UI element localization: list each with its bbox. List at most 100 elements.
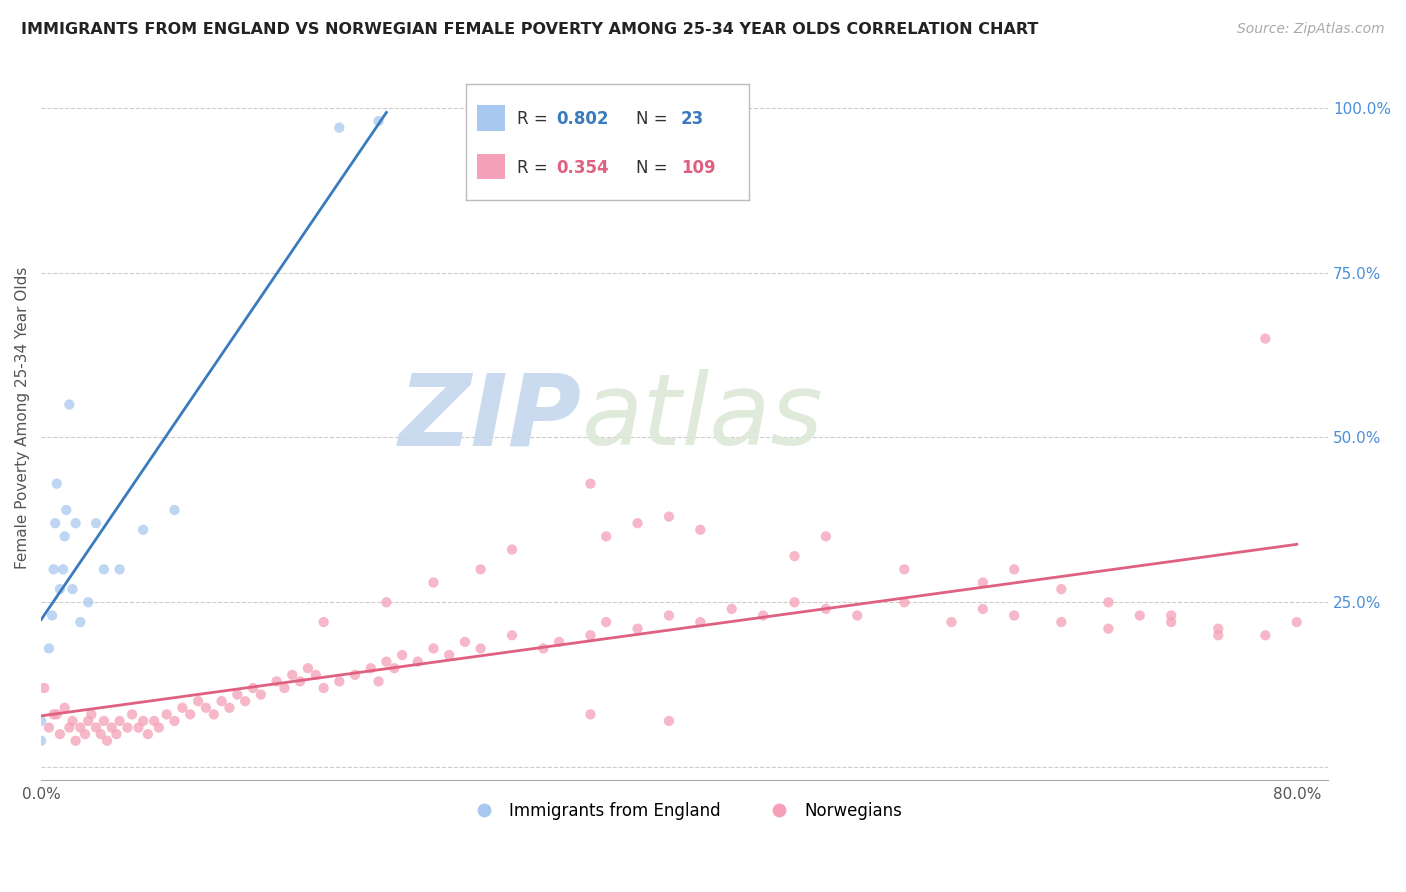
Point (344, 668, 367, 682)
Point (375, 595, 398, 609)
Point (367, 674, 389, 689)
Point (179, 707, 201, 722)
Point (44, 516, 66, 531)
Point (62, 714, 84, 728)
Point (752, 608, 775, 623)
Point (41, 608, 63, 623)
Point (93, 714, 115, 728)
Point (281, 668, 304, 682)
Point (470, 562, 492, 576)
Point (273, 681, 295, 695)
Point (105, 727, 128, 741)
Point (42, 562, 65, 576)
Point (972, 575, 994, 590)
Point (454, 635, 477, 649)
Point (328, 120, 350, 135)
Point (288, 674, 311, 689)
Point (58, 398, 80, 412)
Point (312, 681, 335, 695)
Point (305, 668, 328, 682)
Point (595, 615, 617, 629)
Point (148, 721, 170, 735)
Point (93, 562, 115, 576)
Point (117, 721, 139, 735)
Point (77, 595, 100, 609)
Point (846, 608, 869, 623)
Legend: Immigrants from England, Norwegians: Immigrants from England, Norwegians (461, 795, 908, 826)
Point (689, 523, 711, 537)
Point (626, 516, 648, 531)
Point (65, 516, 87, 531)
Point (893, 595, 915, 609)
Point (1254, 332, 1277, 346)
Point (80, 707, 103, 722)
Point (233, 694, 256, 708)
Text: atlas: atlas (582, 369, 824, 467)
Point (156, 707, 179, 722)
Point (84, 721, 107, 735)
Point (226, 688, 249, 702)
Point (437, 648, 460, 662)
Text: Source: ZipAtlas.com: Source: ZipAtlas.com (1237, 22, 1385, 37)
Point (108, 714, 131, 728)
Point (579, 628, 602, 642)
Point (77, 714, 100, 728)
Point (250, 688, 273, 702)
Point (172, 700, 194, 714)
Point (132, 714, 155, 728)
Point (84, 516, 107, 531)
Point (1002, 562, 1025, 576)
Point (814, 602, 837, 616)
Point (470, 641, 492, 656)
Point (53, 529, 76, 543)
Point (49, 582, 72, 596)
Point (422, 641, 444, 656)
Point (132, 523, 155, 537)
Point (375, 655, 398, 669)
Point (30, 733, 52, 747)
Point (42, 707, 65, 722)
Point (32, 681, 55, 695)
Point (1129, 608, 1152, 623)
Point (73, 727, 96, 741)
Point (1206, 628, 1229, 642)
Point (382, 661, 405, 675)
Text: ZIP: ZIP (399, 369, 582, 467)
Point (69, 721, 91, 735)
Point (202, 707, 225, 722)
Point (58, 721, 80, 735)
Point (55, 503, 77, 517)
Point (893, 562, 915, 576)
Point (1002, 608, 1025, 623)
Point (941, 615, 963, 629)
Point (1160, 608, 1182, 623)
Y-axis label: Female Poverty Among 25-34 Year Olds: Female Poverty Among 25-34 Year Olds (15, 267, 30, 569)
Point (163, 714, 186, 728)
Point (45, 707, 67, 722)
Point (45, 476, 67, 491)
Point (1097, 595, 1119, 609)
Point (52, 562, 75, 576)
Point (391, 648, 413, 662)
Point (100, 721, 122, 735)
Point (783, 549, 806, 563)
Point (1050, 615, 1073, 629)
Point (121, 707, 143, 722)
Point (218, 700, 240, 714)
Point (501, 628, 523, 642)
Point (297, 661, 319, 675)
Point (814, 529, 837, 543)
Point (328, 674, 350, 689)
Point (783, 595, 806, 609)
Point (53, 700, 76, 714)
Point (689, 615, 711, 629)
Point (65, 733, 87, 747)
Point (501, 542, 523, 557)
Point (972, 602, 994, 616)
Point (211, 694, 233, 708)
Point (108, 562, 131, 576)
Point (1097, 622, 1119, 636)
Point (658, 509, 681, 524)
Point (1050, 582, 1073, 596)
Point (1206, 622, 1229, 636)
